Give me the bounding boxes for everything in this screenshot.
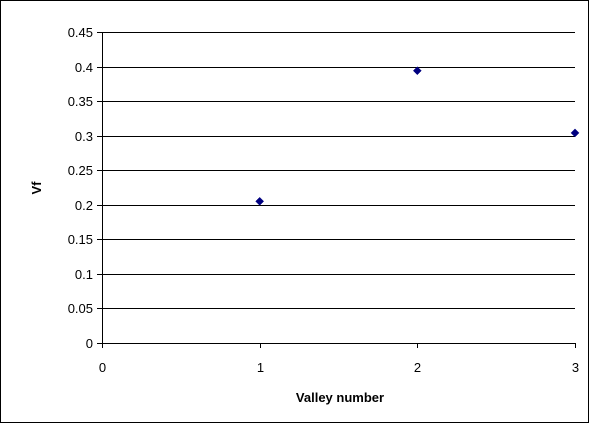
x-tick-label: 3 <box>572 360 579 375</box>
x-tick-label: 0 <box>99 360 106 375</box>
y-tick-label: 0.05 <box>68 301 93 316</box>
data-point <box>570 128 580 138</box>
y-tick-label: 0.45 <box>68 25 93 40</box>
gridlines <box>102 32 575 309</box>
x-axis-title: Valley number <box>296 390 384 405</box>
axes <box>97 32 576 348</box>
y-tick-label: 0.35 <box>68 94 93 109</box>
data-point <box>412 66 422 76</box>
x-tick-label: 2 <box>414 360 421 375</box>
y-tick-label: 0 <box>86 336 93 351</box>
y-axis-title: Vf <box>29 181 44 195</box>
y-tick-label: 0.1 <box>75 267 93 282</box>
y-tick-label: 0.4 <box>75 60 93 75</box>
y-tick-label: 0.25 <box>68 163 93 178</box>
data-point <box>255 196 265 206</box>
tick-labels: 0 0.05 0.1 0.15 0.2 0.25 0.3 0.35 0.4 0.45 0 1 2 3 <box>68 25 579 375</box>
x-tick-label: 1 <box>257 360 264 375</box>
y-tick-label: 0.3 <box>75 129 93 144</box>
data-points <box>255 66 580 206</box>
y-tick-label: 0.2 <box>75 198 93 213</box>
y-tick-label: 0.15 <box>68 232 93 247</box>
